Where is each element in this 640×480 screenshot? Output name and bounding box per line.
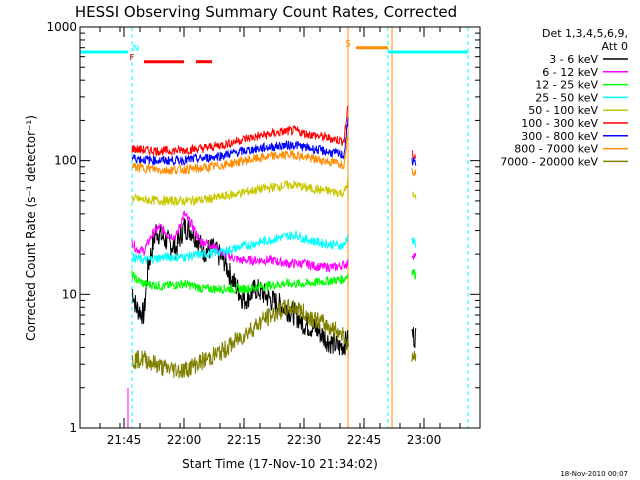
series-line-6-seg0 (131, 117, 349, 167)
legend-label-4: 50 - 100 keV (528, 104, 598, 117)
y-tick-label-0: 1 (69, 421, 77, 435)
legend-label-8: 7000 - 20000 keV (500, 155, 598, 168)
legend-label-7: 800 - 7000 keV (514, 143, 598, 156)
timestamp: 18-Nov-2010 00:07 (560, 470, 628, 478)
legend-label-0: 3 - 6 keV (549, 53, 598, 66)
series-layer (131, 105, 417, 379)
x-tick-label-0: 21:45 (107, 433, 142, 447)
series-line-6-seg1 (411, 157, 417, 166)
y-tick-label-1: 10 (62, 287, 77, 301)
series-line-2-seg1 (411, 269, 417, 281)
series-line-8-seg1 (411, 350, 417, 362)
x-tick-label-2: 22:15 (227, 433, 262, 447)
series-line-0-seg1 (411, 327, 417, 349)
y-tick-label-2: 100 (54, 154, 77, 168)
vline-layer (79, 27, 469, 428)
series-line-1-seg0 (131, 210, 349, 273)
series-line-7-seg0 (131, 133, 349, 176)
series-line-4-seg1 (411, 191, 417, 200)
legend-label-3: 25 - 50 keV (535, 91, 598, 104)
legend-subtitle: Att 0 (602, 40, 628, 53)
x-tick-label-3: 22:30 (287, 433, 322, 447)
x-tick-label-5: 23:00 (407, 433, 442, 447)
series-line-4-seg0 (131, 178, 349, 208)
series-line-1-seg1 (411, 252, 417, 260)
state-label-N: N (133, 44, 140, 54)
series-line-8-seg0 (131, 298, 349, 379)
chart-title: HESSI Observing Summary Count Rates, Cor… (75, 3, 457, 21)
legend-label-1: 6 - 12 keV (542, 66, 598, 79)
x-axis-label: Start Time (17-Nov-10 21:34:02) (182, 457, 378, 471)
y-tick-label-3: 1000 (46, 20, 77, 34)
series-line-3-seg1 (411, 237, 417, 248)
x-tick-label-1: 22:00 (167, 433, 202, 447)
state-label-F: F (129, 54, 134, 64)
series-line-5-seg0 (131, 105, 349, 157)
state-bar-layer: NF S (80, 40, 468, 64)
plot-frame (79, 26, 481, 429)
plot-border (79, 26, 481, 429)
tick-layer: 21:45 22:00 22:15 22:30 22:45 23:00 1 10 100 1000 (46, 20, 481, 447)
state-label-S: S (345, 40, 351, 50)
series-line-2-seg0 (131, 270, 349, 295)
legend-title: Det 1,3,4,5,6,9, (542, 27, 628, 40)
legend-label-2: 12 - 25 keV (535, 79, 598, 92)
legend-label-6: 300 - 800 keV (521, 130, 598, 143)
x-tick-label-4: 22:45 (347, 433, 382, 447)
legend-label-5: 100 - 300 keV (521, 117, 598, 130)
series-line-7-seg1 (411, 167, 417, 177)
series-line-3-seg0 (131, 230, 349, 265)
series-line-0-seg0 (131, 218, 349, 356)
y-axis-label: Corrected Count Rate (s⁻¹ detector⁻¹) (24, 115, 38, 341)
